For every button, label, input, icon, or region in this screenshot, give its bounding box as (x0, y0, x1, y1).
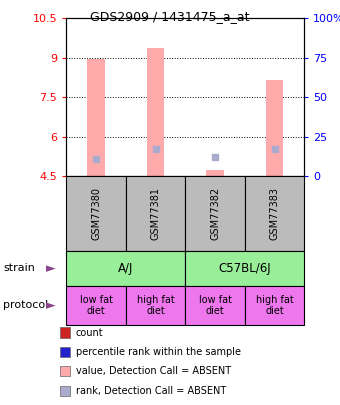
Text: GSM77382: GSM77382 (210, 187, 220, 240)
Text: ►: ► (46, 299, 55, 312)
Bar (147, 49, 165, 176)
Bar (266, 80, 284, 176)
Text: count: count (76, 328, 103, 337)
Text: ►: ► (46, 262, 55, 275)
Text: GDS2909 / 1431475_a_at: GDS2909 / 1431475_a_at (90, 10, 250, 23)
Text: strain: strain (3, 263, 35, 273)
Bar (206, 171, 224, 176)
Text: A/J: A/J (118, 262, 134, 275)
Text: low fat
diet: low fat diet (199, 294, 232, 316)
Bar (87, 59, 105, 176)
Text: high fat
diet: high fat diet (256, 294, 293, 316)
Text: GSM77383: GSM77383 (270, 187, 279, 240)
Text: C57BL/6J: C57BL/6J (219, 262, 271, 275)
Text: rank, Detection Call = ABSENT: rank, Detection Call = ABSENT (76, 386, 226, 396)
Text: low fat
diet: low fat diet (80, 294, 113, 316)
Text: GSM77381: GSM77381 (151, 187, 160, 240)
Text: GSM77380: GSM77380 (91, 187, 101, 240)
Text: value, Detection Call = ABSENT: value, Detection Call = ABSENT (76, 367, 231, 376)
Text: percentile rank within the sample: percentile rank within the sample (76, 347, 241, 357)
Text: high fat
diet: high fat diet (137, 294, 174, 316)
Text: protocol: protocol (3, 301, 49, 310)
